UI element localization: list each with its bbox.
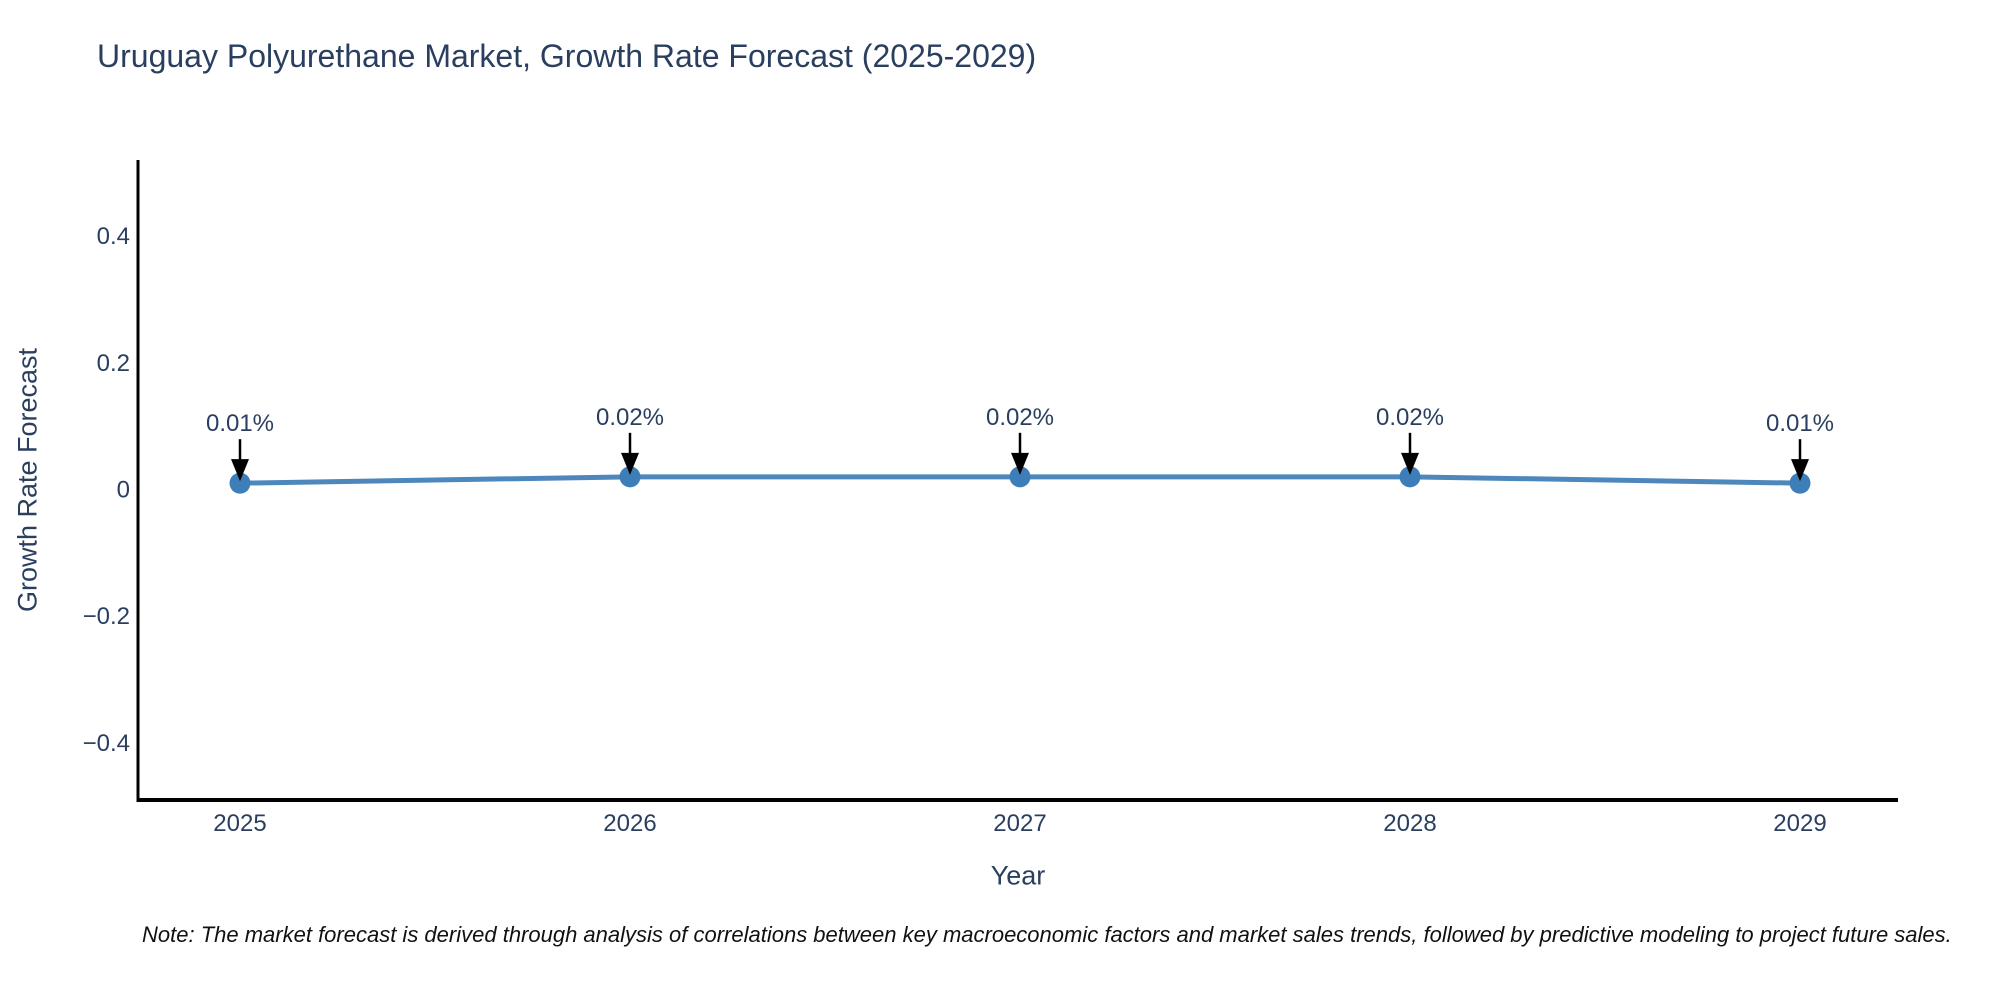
x-tick-label: 2027 xyxy=(993,810,1046,837)
point-annotations: 0.01% 0.02% 0.02% 0.02% 0.01% xyxy=(206,404,1834,482)
data-point-marker xyxy=(619,466,641,488)
y-tick-label: 0.4 xyxy=(97,223,130,250)
point-value-label: 0.01% xyxy=(206,410,274,437)
annotation-arrow-head xyxy=(231,459,249,482)
point-value-label: 0.01% xyxy=(1766,410,1834,437)
axis-lines xyxy=(136,160,1898,802)
x-tick-label: 2026 xyxy=(603,810,656,837)
annotation-arrow-head xyxy=(1791,459,1809,482)
y-tick-labels: 0.4 0.2 0 −0.2 −0.4 xyxy=(83,223,130,757)
data-point-marker xyxy=(1399,466,1421,488)
chart-title: Uruguay Polyurethane Market, Growth Rate… xyxy=(97,38,1037,74)
data-point-marker xyxy=(1789,472,1811,494)
data-point-marker xyxy=(1009,466,1031,488)
y-tick-label: −0.2 xyxy=(83,603,130,630)
annotation-arrow-head xyxy=(1401,452,1419,475)
x-tick-label: 2029 xyxy=(1773,810,1826,837)
annotation-arrow-head xyxy=(621,452,639,475)
x-tick-label: 2028 xyxy=(1383,810,1436,837)
data-point-marker xyxy=(229,472,251,494)
footnote: Note: The market forecast is derived thr… xyxy=(142,922,1952,947)
x-tick-label: 2025 xyxy=(213,810,266,837)
point-value-label: 0.02% xyxy=(986,404,1054,431)
annotation-arrow-head xyxy=(1011,452,1029,475)
x-tick-labels: 2025 2026 2027 2028 2029 xyxy=(213,810,1826,837)
y-tick-label: −0.4 xyxy=(83,730,130,757)
x-axis-title: Year xyxy=(990,860,1046,891)
y-tick-label: 0 xyxy=(117,477,130,504)
series-markers xyxy=(229,466,1811,494)
point-value-label: 0.02% xyxy=(1376,404,1444,431)
point-value-label: 0.02% xyxy=(596,404,664,431)
y-tick-label: 0.2 xyxy=(97,350,130,377)
